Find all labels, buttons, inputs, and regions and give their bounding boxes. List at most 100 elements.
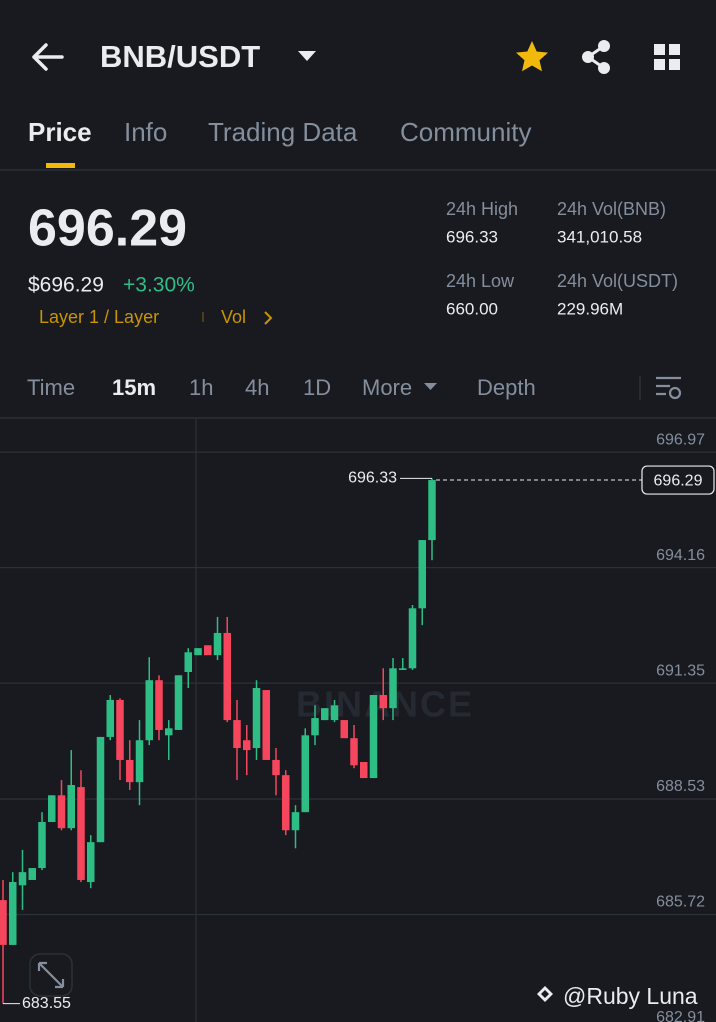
candle-body [116, 699, 124, 760]
tab-underline [46, 163, 75, 168]
stat-label: 24h High [446, 199, 518, 219]
candle-body [301, 735, 309, 813]
stats: 24h High 696.33 24h Vol(BNB) 341,010.58 24h … [446, 199, 678, 319]
vol-link[interactable]: Vol [221, 307, 246, 327]
candle-body [311, 718, 319, 736]
stat-label: 24h Vol(BNB) [557, 199, 666, 219]
y-tick-label: 694.16 [656, 547, 705, 564]
last-price: 696.29 [28, 200, 187, 258]
layout-square [654, 59, 665, 70]
candle-body [48, 795, 56, 823]
interval[interactable]: 15m [112, 375, 156, 400]
interval[interactable]: 1D [303, 375, 331, 400]
candle-body [262, 690, 270, 760]
tab[interactable]: Trading Data [208, 117, 358, 147]
candle-body [213, 632, 222, 656]
fullscreen-icon [37, 961, 65, 989]
tab[interactable]: Info [124, 117, 167, 147]
candle-body [67, 785, 75, 829]
tabs: Price Info Trading Data Community [28, 117, 531, 147]
back-arrow [32, 43, 64, 71]
y-tick-label: 688.53 [656, 778, 705, 795]
interval[interactable]: 1h [189, 375, 213, 400]
back-button[interactable] [32, 43, 64, 71]
candle-body [96, 736, 105, 843]
candle-body [9, 882, 17, 945]
vol-chevron [264, 311, 273, 325]
candle-body [155, 680, 163, 730]
layout-square [669, 44, 680, 55]
candle-body [340, 720, 348, 739]
share-lines [585, 44, 605, 70]
candle-body [252, 688, 261, 749]
candle-body [38, 822, 46, 869]
candle-body [77, 787, 85, 880]
stat-label: 24h Vol(USDT) [557, 271, 678, 291]
candle-body [145, 680, 153, 741]
candle-body [223, 632, 231, 721]
candle-body [194, 648, 202, 656]
chart: BINANCE696.97694.16691.35688.53685.72682… [0, 419, 716, 1022]
candle-body [135, 740, 144, 783]
candle-body [18, 872, 27, 886]
candle-body [87, 842, 95, 883]
candle-body [165, 728, 173, 736]
credit-logo [537, 986, 553, 1002]
stat-value: 660.00 [446, 299, 498, 318]
candle-body [330, 705, 339, 721]
last-price-box [641, 465, 715, 495]
candle-body [106, 699, 114, 737]
candle-body [28, 868, 36, 880]
more-dropdown[interactable] [424, 383, 437, 390]
fullscreen-button[interactable] [29, 953, 73, 997]
share-button[interactable] [582, 40, 610, 74]
price-usd: $696.29 [28, 274, 104, 297]
candle-body [0, 900, 7, 945]
sector-tag[interactable]: Layer 1 / Layer [39, 307, 159, 327]
price-change: +3.30% [123, 274, 195, 297]
interval[interactable]: 4h [245, 375, 269, 400]
candle-body [174, 675, 183, 730]
stat-label: 24h Low [446, 271, 515, 291]
candle-body [350, 738, 358, 766]
candle-body [272, 759, 280, 776]
favorite-star[interactable] [516, 41, 548, 72]
tab[interactable]: Price [28, 117, 92, 147]
candle-body [184, 652, 192, 672]
interval[interactable]: More [362, 375, 412, 400]
y-tick-label: 682.91 [656, 1009, 705, 1022]
tab[interactable]: Community [400, 117, 531, 147]
interval[interactable]: Depth [477, 375, 536, 400]
chart-settings[interactable] [656, 376, 682, 400]
candle-body [57, 795, 66, 829]
credit: @Ruby Luna [563, 983, 698, 1009]
candle-body [418, 540, 426, 609]
stat-value: 229.96M [557, 299, 623, 318]
candle-body [379, 695, 387, 709]
candle-body [428, 480, 436, 541]
candle-body [291, 812, 300, 831]
layout-square [669, 59, 680, 70]
layout-square [654, 44, 665, 55]
candle-body [360, 762, 368, 779]
candle-body [126, 759, 134, 783]
low-marker-label: 683.55 [22, 995, 71, 1012]
candle-body [204, 645, 212, 656]
candle-body [399, 668, 407, 670]
layout-button[interactable] [654, 44, 680, 70]
settings-lines [656, 376, 681, 396]
pair-dropdown[interactable] [298, 51, 316, 61]
intervals: Time 15m 1h 4h 1D More Depth [27, 375, 536, 400]
pair-title[interactable]: BNB/USDT [100, 39, 260, 74]
stat-value: 696.33 [446, 227, 498, 246]
interval[interactable]: Time [27, 375, 75, 400]
candle-body [282, 775, 290, 831]
stat-value: 341,010.58 [557, 227, 642, 246]
high-marker-label: 696.33 [348, 470, 397, 487]
candle-body [243, 740, 251, 751]
candle-body [408, 608, 417, 669]
y-tick-label: 685.72 [656, 894, 705, 911]
candle-body [321, 708, 329, 721]
